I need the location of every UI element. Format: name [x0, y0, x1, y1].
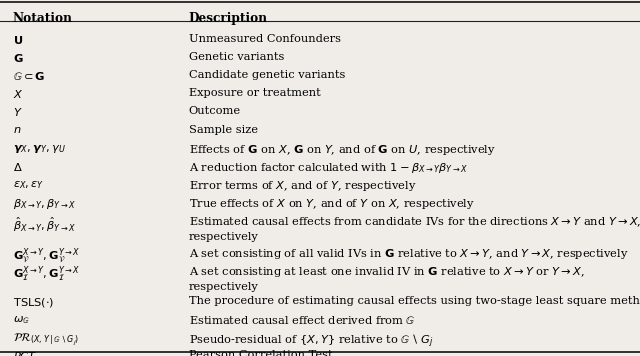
Text: $\hat{\beta}_{X\rightarrow Y}, \hat{\beta}_{Y\rightarrow X}$: $\hat{\beta}_{X\rightarrow Y}, \hat{\bet…	[13, 215, 76, 234]
Text: Description: Description	[189, 12, 268, 26]
Text: A reduction factor calculated with $1 - \beta_{X\rightarrow Y}\beta_{Y\rightarro: A reduction factor calculated with $1 - …	[189, 161, 468, 175]
Text: $\mathbf{U}$: $\mathbf{U}$	[13, 34, 23, 46]
Text: Pearson Correlation Test: Pearson Correlation Test	[189, 350, 332, 356]
Text: $n$: $n$	[13, 125, 21, 135]
Text: $\mathcal{PR}_{(X,Y\,|\,\mathbb{G}\setminus G_j)}$: $\mathcal{PR}_{(X,Y\,|\,\mathbb{G}\setmi…	[13, 332, 79, 349]
Text: Candidate genetic variants: Candidate genetic variants	[189, 70, 345, 80]
Text: Error terms of $X$, and of $Y$, respectively: Error terms of $X$, and of $Y$, respecti…	[189, 179, 416, 193]
Text: $\mathbf{G}_{\mathcal{I}}^{X\rightarrow Y}, \mathbf{G}_{\mathcal{I}}^{Y\rightarr: $\mathbf{G}_{\mathcal{I}}^{X\rightarrow …	[13, 265, 80, 284]
Text: Estimated causal effect derived from $\mathbb{G}$: Estimated causal effect derived from $\m…	[189, 314, 416, 326]
Text: $\mathbb{G} \subset \mathbf{G}$: $\mathbb{G} \subset \mathbf{G}$	[13, 70, 45, 82]
Text: $\boldsymbol{\gamma}_X, \boldsymbol{\gamma}_Y, \gamma_U$: $\boldsymbol{\gamma}_X, \boldsymbol{\gam…	[13, 143, 65, 155]
Text: Notation: Notation	[13, 12, 73, 26]
Text: $\omega_{\mathbb{G}}$: $\omega_{\mathbb{G}}$	[13, 314, 30, 326]
Text: Outcome: Outcome	[189, 106, 241, 116]
Text: The procedure of estimating causal effects using two-stage least square method: The procedure of estimating causal effec…	[189, 296, 640, 306]
Text: True effects of $X$ on $Y$, and of $Y$ on $X$, respectively: True effects of $X$ on $Y$, and of $Y$ o…	[189, 197, 475, 211]
Text: $\mathbf{G}$: $\mathbf{G}$	[13, 52, 24, 64]
Text: Effects of $\mathbf{G}$ on $X$, $\mathbf{G}$ on $Y$, and of $\mathbf{G}$ on $U$,: Effects of $\mathbf{G}$ on $X$, $\mathbf…	[189, 143, 496, 157]
Text: $\mathit{PCT}$: $\mathit{PCT}$	[13, 350, 37, 356]
Text: $Y$: $Y$	[13, 106, 22, 119]
Text: $\mathbf{G}_{\mathcal{V}}^{X\rightarrow Y}, \mathbf{G}_{\mathcal{V}}^{Y\rightarr: $\mathbf{G}_{\mathcal{V}}^{X\rightarrow …	[13, 247, 80, 266]
Text: $X$: $X$	[13, 88, 23, 100]
Text: Exposure or treatment: Exposure or treatment	[189, 88, 321, 98]
Text: $\Delta$: $\Delta$	[13, 161, 22, 173]
Text: Estimated causal effects from candidate IVs for the directions $X \rightarrow Y$: Estimated causal effects from candidate …	[189, 215, 640, 242]
Text: $\mathrm{TSLS}(\cdot)$: $\mathrm{TSLS}(\cdot)$	[13, 296, 54, 309]
Text: A set consisting of all valid IVs in $\mathbf{G}$ relative to $X \rightarrow Y$,: A set consisting of all valid IVs in $\m…	[189, 247, 628, 261]
Text: Unmeasured Confounders: Unmeasured Confounders	[189, 34, 340, 44]
Text: $\varepsilon_X, \varepsilon_Y$: $\varepsilon_X, \varepsilon_Y$	[13, 179, 44, 191]
Text: Sample size: Sample size	[189, 125, 258, 135]
Text: Genetic variants: Genetic variants	[189, 52, 284, 62]
Text: $\beta_{X\rightarrow Y}, \beta_{Y\rightarrow X}$: $\beta_{X\rightarrow Y}, \beta_{Y\righta…	[13, 197, 76, 211]
Text: Pseudo-residual of $\{X, Y\}$ relative to $\mathbb{G}\setminus G_j$: Pseudo-residual of $\{X, Y\}$ relative t…	[189, 332, 433, 350]
Text: A set consisting at least one invalid IV in $\mathbf{G}$ relative to $X \rightar: A set consisting at least one invalid IV…	[189, 265, 584, 292]
